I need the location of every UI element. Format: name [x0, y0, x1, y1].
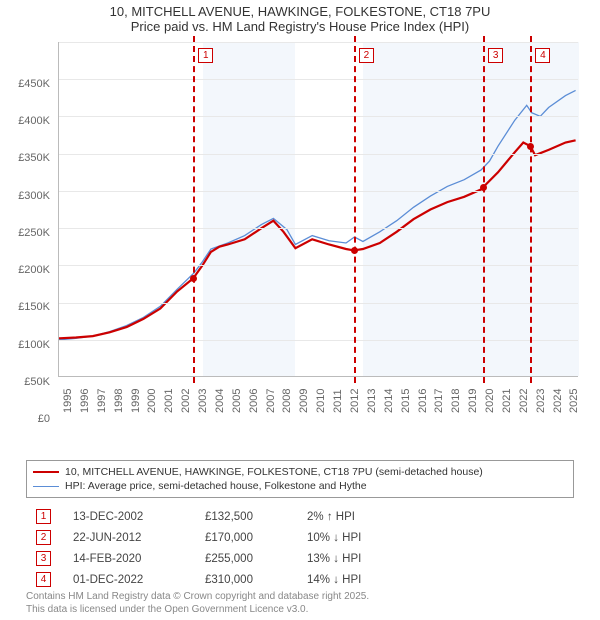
sales-row-price: £170,000 — [205, 532, 285, 544]
x-axis-label: 2015 — [400, 389, 412, 413]
y-axis-label: £150K — [8, 301, 50, 313]
x-axis-label: 2010 — [315, 389, 327, 413]
sales-row: 2 22-JUN-2012 £170,000 10% ↓ HPI — [36, 527, 407, 548]
sales-row-diff: 10% ↓ HPI — [307, 532, 407, 544]
footer-line1: Contains HM Land Registry data © Crown c… — [26, 591, 369, 604]
sales-row-diff: 13% ↓ HPI — [307, 553, 407, 565]
chart-area: 1 2 3 4 £0 £50K £100K £150K £200K £250K £300K £350… — [8, 42, 592, 422]
series-red-line — [59, 140, 576, 338]
plot-region: 1 2 3 4 — [58, 42, 578, 377]
y-axis-label: £400K — [8, 115, 50, 127]
gridline — [59, 191, 578, 192]
sale-marker-box: 4 — [535, 48, 550, 63]
sales-row-marker: 4 — [36, 572, 51, 587]
x-axis-label: 2004 — [214, 389, 226, 413]
y-axis-label: £100K — [8, 339, 50, 351]
x-axis-label: 2013 — [366, 389, 378, 413]
x-axis-label: 2008 — [281, 389, 293, 413]
sales-row: 4 01-DEC-2022 £310,000 14% ↓ HPI — [36, 569, 407, 590]
x-axis-label: 2000 — [146, 389, 158, 413]
legend-row-red: 10, MITCHELL AVENUE, HAWKINGE, FOLKESTON… — [33, 465, 567, 479]
x-axis-label: 2011 — [332, 389, 344, 413]
gridline — [59, 228, 578, 229]
y-axis-label: £300K — [8, 190, 50, 202]
gridline — [59, 116, 578, 117]
sales-row-price: £255,000 — [205, 553, 285, 565]
legend-label-red: 10, MITCHELL AVENUE, HAWKINGE, FOLKESTON… — [65, 466, 483, 478]
x-axis-label: 1997 — [96, 389, 108, 413]
gridline — [59, 265, 578, 266]
x-axis-label: 2022 — [518, 389, 530, 413]
x-axis-label: 2018 — [450, 389, 462, 413]
sale-marker-box: 2 — [359, 48, 374, 63]
x-axis-label: 2006 — [248, 389, 260, 413]
x-axis-label: 2025 — [568, 389, 580, 413]
gridline — [59, 154, 578, 155]
x-axis-label: 2002 — [180, 389, 192, 413]
x-axis-label: 2016 — [417, 389, 429, 413]
title-subtitle: Price paid vs. HM Land Registry's House … — [0, 19, 600, 34]
gridline — [59, 42, 578, 43]
sales-row-date: 14-FEB-2020 — [73, 553, 183, 565]
sales-row-diff: 14% ↓ HPI — [307, 574, 407, 586]
sales-row-marker: 2 — [36, 530, 51, 545]
chart-title: 10, MITCHELL AVENUE, HAWKINGE, FOLKESTON… — [0, 0, 600, 34]
chart-container: 10, MITCHELL AVENUE, HAWKINGE, FOLKESTON… — [0, 0, 600, 620]
x-axis-label: 2007 — [265, 389, 277, 413]
sales-row-price: £310,000 — [205, 574, 285, 586]
y-axis-label: £250K — [8, 227, 50, 239]
gridline — [59, 303, 578, 304]
gridline — [59, 340, 578, 341]
sale-marker-line — [530, 36, 532, 383]
x-axis-label: 2009 — [298, 389, 310, 413]
sales-row: 3 14-FEB-2020 £255,000 13% ↓ HPI — [36, 548, 407, 569]
legend-row-blue: HPI: Average price, semi-detached house,… — [33, 479, 567, 493]
footer-attribution: Contains HM Land Registry data © Crown c… — [26, 591, 369, 616]
sale-marker-line — [193, 36, 195, 383]
x-axis-label: 2003 — [197, 389, 209, 413]
sale-marker-line — [483, 36, 485, 383]
legend-swatch-blue — [33, 486, 59, 487]
sales-row-marker: 1 — [36, 509, 51, 524]
legend-label-blue: HPI: Average price, semi-detached house,… — [65, 480, 367, 492]
sales-row-marker: 3 — [36, 551, 51, 566]
x-axis-label: 2020 — [484, 389, 496, 413]
sales-row-date: 22-JUN-2012 — [73, 532, 183, 544]
x-axis-label: 2023 — [535, 389, 547, 413]
y-axis-label: £0 — [8, 413, 50, 425]
x-axis-label: 2021 — [501, 389, 513, 413]
line-series-svg — [59, 42, 579, 377]
legend-swatch-red — [33, 471, 59, 473]
x-axis-label: 1998 — [113, 389, 125, 413]
x-axis-label: 2019 — [467, 389, 479, 413]
x-axis-label: 2017 — [433, 389, 445, 413]
x-axis-label: 2024 — [552, 389, 564, 413]
legend-box: 10, MITCHELL AVENUE, HAWKINGE, FOLKESTON… — [26, 460, 574, 498]
sales-row-price: £132,500 — [205, 511, 285, 523]
footer-line2: This data is licensed under the Open Gov… — [26, 604, 369, 617]
x-axis-label: 2014 — [383, 389, 395, 413]
x-axis-label: 2001 — [163, 389, 175, 413]
sale-marker-box: 3 — [488, 48, 503, 63]
sales-table: 1 13-DEC-2002 £132,500 2% ↑ HPI 2 22-JUN-2012… — [36, 506, 407, 590]
sales-row-date: 13-DEC-2002 — [73, 511, 183, 523]
sales-row-diff: 2% ↑ HPI — [307, 511, 407, 523]
title-address: 10, MITCHELL AVENUE, HAWKINGE, FOLKESTON… — [0, 4, 600, 19]
x-axis-label: 2012 — [349, 389, 361, 413]
x-axis-label: 1999 — [130, 389, 142, 413]
y-axis-label: £450K — [8, 78, 50, 90]
sale-marker-line — [354, 36, 356, 383]
sale-marker-box: 1 — [198, 48, 213, 63]
x-axis-label: 1996 — [79, 389, 91, 413]
y-axis-label: £50K — [8, 376, 50, 388]
y-axis-label: £200K — [8, 264, 50, 276]
x-axis-label: 2005 — [231, 389, 243, 413]
sales-row-date: 01-DEC-2022 — [73, 574, 183, 586]
x-axis-label: 1995 — [62, 389, 74, 413]
y-axis-label: £350K — [8, 152, 50, 164]
gridline — [59, 79, 578, 80]
sales-row: 1 13-DEC-2002 £132,500 2% ↑ HPI — [36, 506, 407, 527]
